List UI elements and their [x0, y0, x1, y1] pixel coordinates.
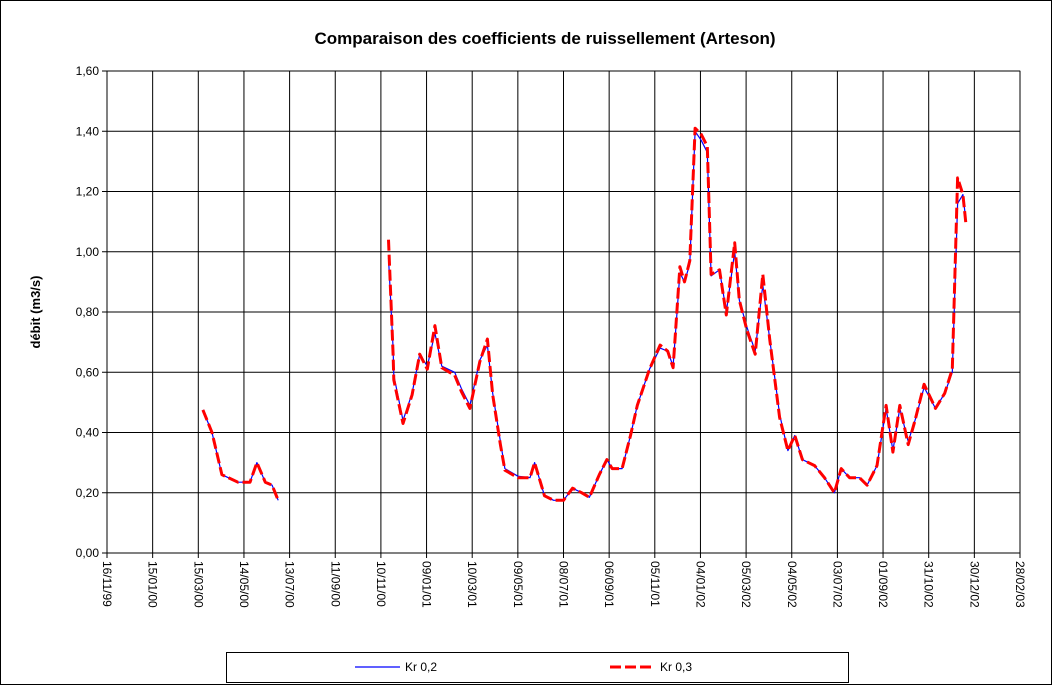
y-tick-label: 1,60: [76, 64, 100, 78]
y-tick-label: 1,20: [76, 185, 100, 199]
y-axis-title: débit (m3/s): [28, 276, 43, 349]
x-tick-label: 06/09/01: [602, 561, 616, 608]
x-tick-label: 15/01/00: [146, 561, 160, 608]
x-tick-label: 16/11/99: [100, 561, 114, 607]
x-tick-label: 08/07/01: [557, 561, 571, 608]
x-tick-label: 04/05/02: [785, 561, 799, 608]
y-tick-label: 0,00: [76, 546, 100, 560]
x-tick-label: 09/05/01: [511, 561, 525, 608]
legend: [226, 652, 849, 683]
x-tick-label: 15/03/00: [191, 561, 205, 608]
y-tick-label: 1,00: [76, 245, 100, 259]
x-tick-label: 10/11/00: [374, 561, 388, 607]
x-tick-label: 05/11/01: [648, 561, 662, 607]
x-tick-label: 31/10/02: [922, 561, 936, 608]
legend-label: Kr 0,2: [405, 660, 437, 674]
x-tick-label: 28/02/03: [1013, 561, 1027, 608]
y-tick-label: 0,60: [76, 365, 100, 379]
y-tick-label: 1,40: [76, 124, 100, 138]
series-line: [201, 126, 968, 502]
y-tick-label: 0,20: [76, 486, 100, 500]
x-tick-label: 09/01/01: [420, 561, 434, 608]
y-tick-label: 0,80: [76, 305, 100, 319]
x-tick-label: 13/07/00: [283, 561, 297, 608]
x-tick-label: 04/01/02: [693, 561, 707, 608]
x-tick-label: 30/12/02: [967, 561, 981, 608]
chart-title: Comparaison des coefficients de ruissell…: [314, 29, 775, 48]
legend-label: Kr 0,3: [660, 660, 692, 674]
x-tick-label: 01/09/02: [876, 561, 890, 608]
x-tick-label: 10/03/01: [465, 561, 479, 608]
x-tick-label: 05/03/02: [739, 561, 753, 608]
x-tick-label: 11/09/00: [328, 561, 342, 607]
x-tick-label: 03/07/02: [830, 561, 844, 608]
x-tick-label: 14/05/00: [237, 561, 251, 608]
y-tick-label: 0,40: [76, 426, 100, 440]
